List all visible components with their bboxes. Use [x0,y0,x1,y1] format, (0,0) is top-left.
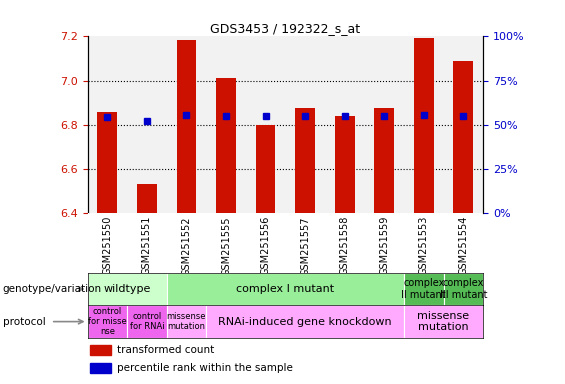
Text: GSM251550: GSM251550 [102,216,112,275]
Text: complex
II mutant: complex II mutant [402,278,446,300]
Text: missense
mutation: missense mutation [418,311,470,333]
Bar [167,273,404,305]
Bar [98,111,118,213]
Bar [167,305,206,338]
Bar [444,273,483,305]
Bar [216,78,236,213]
Text: RNAi-induced gene knockdown: RNAi-induced gene knockdown [218,316,392,327]
Bar [414,38,434,213]
Bar [375,108,394,213]
Text: GSM251558: GSM251558 [340,216,350,275]
Text: transformed count: transformed count [118,345,215,355]
Text: GSM251557: GSM251557 [300,216,310,276]
Text: GSM251559: GSM251559 [379,216,389,275]
Text: protocol: protocol [3,316,46,327]
Title: GDS3453 / 192322_s_at: GDS3453 / 192322_s_at [210,22,360,35]
Text: GSM251556: GSM251556 [260,216,271,275]
Text: GSM251553: GSM251553 [419,216,429,275]
Bar [255,125,276,213]
Text: GSM251555: GSM251555 [221,216,231,276]
Text: control
for RNAi: control for RNAi [129,312,164,331]
Text: GSM251552: GSM251552 [181,216,192,276]
Text: genotype/variation: genotype/variation [3,284,102,294]
Bar [176,40,197,213]
Bar [89,345,111,355]
Text: control
for misse
nse: control for misse nse [88,307,127,336]
Bar [88,305,127,338]
Text: complex I mutant: complex I mutant [236,284,334,294]
Bar [404,305,483,338]
Bar [404,273,444,305]
Bar [334,116,355,213]
Text: percentile rank within the sample: percentile rank within the sample [118,363,293,373]
Text: missense
mutation: missense mutation [167,312,206,331]
Bar [137,184,157,213]
Bar [206,305,404,338]
Bar [88,273,167,305]
Bar [454,61,473,213]
Bar [127,305,167,338]
Text: wildtype: wildtype [103,284,151,294]
Text: complex
III mutant: complex III mutant [440,278,487,300]
Bar [295,108,315,213]
Text: GSM251551: GSM251551 [142,216,152,275]
Bar [89,363,111,373]
Text: GSM251554: GSM251554 [458,216,468,275]
